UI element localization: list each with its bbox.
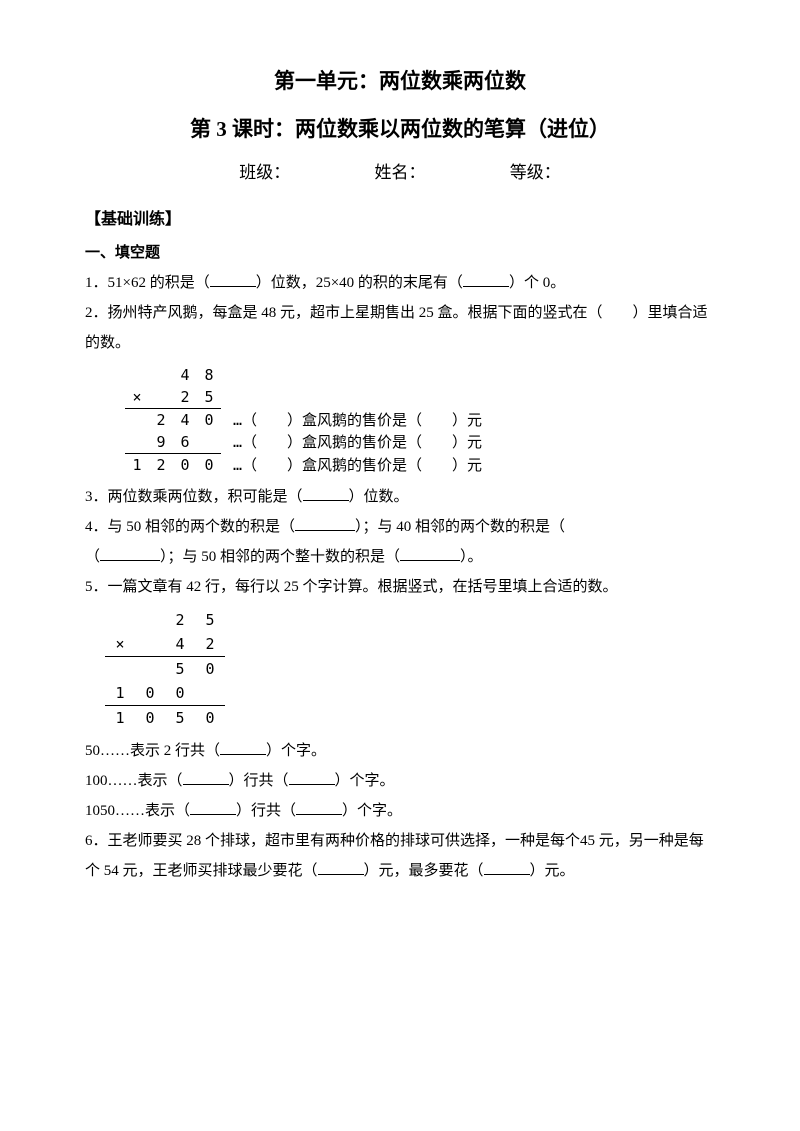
vertical-calculation-2: 25 ×42 50 100 1050 xyxy=(105,608,715,730)
blank-field[interactable] xyxy=(220,741,266,756)
q5b-l2c: ）个字。 xyxy=(335,773,395,789)
q2-text-a: 2．扬州特产风鹅，每盒是 48 元，超市上星期售出 25 盒。根据下面的竖式在（… xyxy=(85,305,708,351)
calc1-annot-3: …（ ）盒风鹅的售价是（ ）元 xyxy=(221,454,486,477)
q5b-l2a: 100……表示（ xyxy=(85,773,183,789)
q4-text-c: ）；与 50 相邻的两个整十数的积是（ xyxy=(160,549,400,565)
unit-title: 第一单元：两位数乘两位数 xyxy=(85,60,715,102)
calc1-row-1: 48 xyxy=(125,364,486,386)
blank-field[interactable] xyxy=(296,801,342,816)
blank-field[interactable] xyxy=(318,861,364,876)
calc2-row-4: 100 xyxy=(105,681,225,706)
q3-text-b: ）位数。 xyxy=(349,489,409,505)
calc1-row-2: ×25 xyxy=(125,386,486,409)
student-info-row: 班级： 姓名： 等级： xyxy=(85,156,715,190)
q6-text-b: ）元，最多要花（ xyxy=(364,863,484,879)
q5b-l3a: 1050……表示（ xyxy=(85,803,190,819)
blank-field[interactable] xyxy=(289,771,335,786)
q4-text-a: 4．与 50 相邻的两个数的积是（ xyxy=(85,519,295,535)
q5-text-a: 5．一篇文章有 42 行，每行以 25 个字计算。根据竖式，在括号里填上合适的数… xyxy=(85,579,618,595)
q5b-l3c: ）个字。 xyxy=(342,803,402,819)
question-6: 6．王老师要买 28 个排球，超市里有两种价格的排球可供选择，一种是每个45 元… xyxy=(85,826,715,886)
q4-text-b: ）；与 40 相邻的两个数的积是（ xyxy=(355,519,565,535)
q1-text-c: ）个 0。 xyxy=(509,275,565,291)
q3-text-a: 3．两位数乘两位数，积可能是（ xyxy=(85,489,303,505)
question-5b-line1: 50……表示 2 行共（ ）个字。 xyxy=(85,736,715,766)
q5b-l2b: ）行共（ xyxy=(229,773,289,789)
blank-field[interactable] xyxy=(100,547,160,562)
question-3: 3．两位数乘两位数，积可能是（ ）位数。 xyxy=(85,482,715,512)
blank-field[interactable] xyxy=(463,273,509,288)
question-5: 5．一篇文章有 42 行，每行以 25 个字计算。根据竖式，在括号里填上合适的数… xyxy=(85,572,715,602)
calc2-row-3: 50 xyxy=(105,657,225,682)
name-label: 姓名： xyxy=(375,163,426,182)
grade-label: 等级： xyxy=(510,163,561,182)
calc2-row-2: ×42 xyxy=(105,632,225,657)
worksheet-page: 第一单元：两位数乘两位数 第 3 课时：两位数乘以两位数的笔算（进位） 班级： … xyxy=(0,0,800,926)
calc1-row-3: 240…（ ）盒风鹅的售价是（ ）元 xyxy=(125,409,486,432)
calc1-annot-1: …（ ）盒风鹅的售价是（ ）元 xyxy=(221,409,486,432)
q6-text-c: ）元。 xyxy=(530,863,575,879)
class-label: 班级： xyxy=(239,163,290,182)
question-5b-line2: 100……表示（ ）行共（ ）个字。 xyxy=(85,766,715,796)
calc1-annot-2: …（ ）盒风鹅的售价是（ ）元 xyxy=(221,431,486,454)
blank-field[interactable] xyxy=(295,517,355,532)
q1-text-a: 1．51×62 的积是（ xyxy=(85,275,210,291)
section-basic-training: 【基础训练】 xyxy=(85,204,715,236)
blank-field[interactable] xyxy=(484,861,530,876)
question-5b-line3: 1050……表示（ ）行共（ ）个字。 xyxy=(85,796,715,826)
q5b-l1a: 50……表示 2 行共（ xyxy=(85,743,220,759)
q5b-l3b: ）行共（ xyxy=(236,803,296,819)
blank-field[interactable] xyxy=(400,547,460,562)
calc2-row-1: 25 xyxy=(105,608,225,632)
fill-blank-heading: 一、填空题 xyxy=(85,238,715,268)
blank-field[interactable] xyxy=(210,273,256,288)
calc2-row-5: 1050 xyxy=(105,706,225,731)
blank-field[interactable] xyxy=(190,801,236,816)
q4-text-d: ）。 xyxy=(460,549,483,565)
blank-field[interactable] xyxy=(303,487,349,502)
q1-text-b: ）位数，25×40 的积的末尾有（ xyxy=(256,275,463,291)
question-2: 2．扬州特产风鹅，每盒是 48 元，超市上星期售出 25 盒。根据下面的竖式在（… xyxy=(85,298,715,358)
question-4: 4．与 50 相邻的两个数的积是（）；与 40 相邻的两个数的积是（ （）；与 … xyxy=(85,512,715,572)
blank-field[interactable] xyxy=(183,771,229,786)
lesson-title: 第 3 课时：两位数乘以两位数的笔算（进位） xyxy=(85,108,715,150)
vertical-calculation-1: 48 ×25 240…（ ）盒风鹅的售价是（ ）元 96…（ ）盒风鹅的售价是（… xyxy=(125,364,715,476)
question-1: 1．51×62 的积是（ ）位数，25×40 的积的末尾有（ ）个 0。 xyxy=(85,268,715,298)
q5b-l1b: ）个字。 xyxy=(266,743,326,759)
calc1-row-5: 1200…（ ）盒风鹅的售价是（ ）元 xyxy=(125,454,486,477)
calc1-row-4: 96…（ ）盒风鹅的售价是（ ）元 xyxy=(125,431,486,454)
